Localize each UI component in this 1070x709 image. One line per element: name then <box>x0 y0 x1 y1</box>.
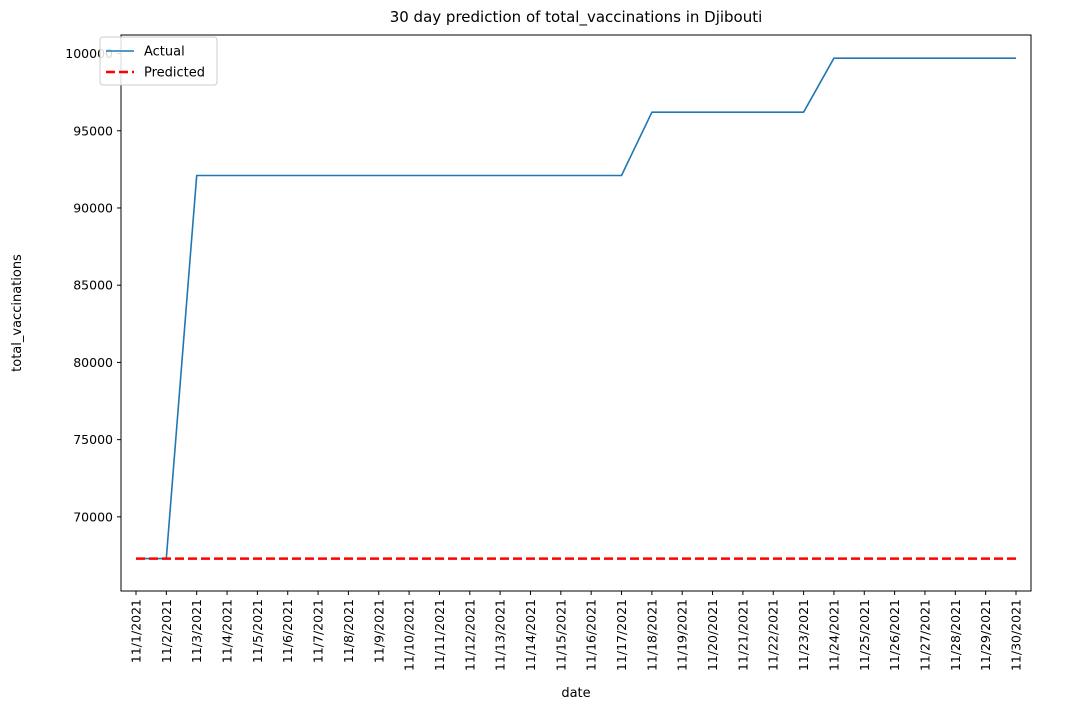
x-tick-label: 11/6/2021 <box>280 599 295 663</box>
legend-box <box>99 36 218 86</box>
x-tick-label: 11/19/2021 <box>675 599 690 671</box>
x-tick-label: 11/7/2021 <box>311 599 326 663</box>
x-axis-label: date <box>561 686 590 701</box>
x-tick-label: 11/9/2021 <box>371 599 386 663</box>
x-tick-label: 11/2/2021 <box>159 599 174 663</box>
x-tick-label: 11/20/2021 <box>705 599 720 671</box>
x-tick-label: 11/8/2021 <box>341 599 356 663</box>
chart-title: 30 day prediction of total_vaccinations … <box>390 8 763 27</box>
x-tick-label: 11/4/2021 <box>220 599 235 663</box>
x-tick-label: 11/5/2021 <box>250 599 265 663</box>
x-tick-label: 11/28/2021 <box>948 599 963 671</box>
plot-frame <box>120 34 1032 592</box>
plot-area: 70000750008000085000900009500010000011/1… <box>65 34 1032 671</box>
x-tick-label: 11/24/2021 <box>826 599 841 671</box>
legend-label-predicted: Predicted <box>144 66 205 81</box>
x-tick-label: 11/11/2021 <box>432 599 447 671</box>
x-tick-label: 11/16/2021 <box>584 599 599 671</box>
x-tick-label: 11/26/2021 <box>887 599 902 671</box>
x-tick-label: 11/18/2021 <box>644 599 659 671</box>
x-tick-label: 11/29/2021 <box>978 599 993 671</box>
x-tick-label: 11/3/2021 <box>189 599 204 663</box>
y-tick-label: 90000 <box>73 200 113 215</box>
x-tick-label: 11/22/2021 <box>766 599 781 671</box>
y-axis-label: total_vaccinations <box>10 254 25 372</box>
x-tick-label: 11/13/2021 <box>493 599 508 671</box>
x-tick-label: 11/25/2021 <box>857 599 872 671</box>
y-tick-label: 70000 <box>73 509 113 524</box>
y-tick-label: 95000 <box>73 123 113 138</box>
x-tick-label: 11/14/2021 <box>523 599 538 671</box>
x-tick-label: 11/30/2021 <box>1009 599 1024 671</box>
series-line-actual <box>136 57 1016 560</box>
x-tick-label: 11/27/2021 <box>917 599 932 671</box>
x-tick-label: 11/1/2021 <box>129 599 144 663</box>
x-tick-label: 11/12/2021 <box>462 599 477 671</box>
x-tick-label: 11/21/2021 <box>735 599 750 671</box>
x-tick-label: 11/23/2021 <box>796 599 811 671</box>
x-tick-label: 11/17/2021 <box>614 599 629 671</box>
x-tick-label: 11/15/2021 <box>553 599 568 671</box>
legend-label-actual: Actual <box>144 45 185 60</box>
y-tick-label: 75000 <box>73 432 113 447</box>
y-tick-label: 80000 <box>73 355 113 370</box>
y-tick-label: 85000 <box>73 278 113 293</box>
x-tick-label: 11/10/2021 <box>402 599 417 671</box>
